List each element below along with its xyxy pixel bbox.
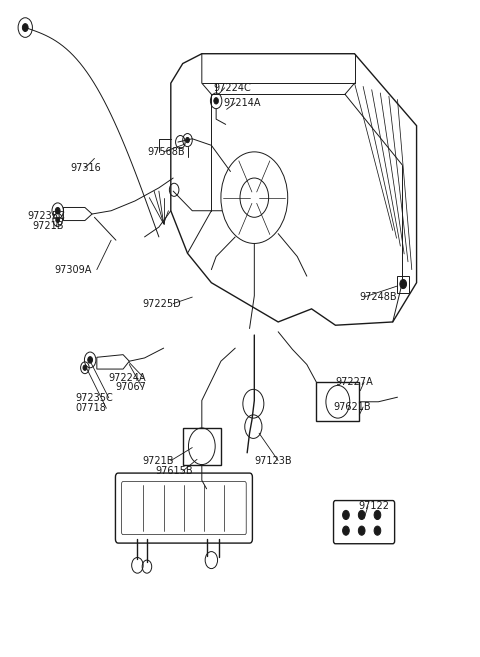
Text: 97316: 97316 (71, 163, 101, 173)
Circle shape (88, 357, 93, 363)
Text: 97227A: 97227A (336, 377, 373, 387)
Circle shape (56, 217, 60, 223)
Text: 97224A: 97224A (109, 373, 146, 382)
Text: 97621B: 97621B (333, 402, 371, 412)
Circle shape (359, 526, 365, 535)
Text: 97122: 97122 (359, 501, 389, 511)
Text: 97235C: 97235C (28, 211, 65, 221)
Circle shape (343, 526, 349, 535)
Circle shape (214, 97, 218, 104)
Text: 97248B: 97248B (360, 292, 397, 302)
Circle shape (359, 510, 365, 520)
Text: 97235C: 97235C (75, 393, 113, 403)
Text: 9721B: 9721B (142, 456, 174, 466)
Text: 97214A: 97214A (223, 98, 261, 108)
Circle shape (400, 279, 407, 288)
Circle shape (186, 137, 190, 143)
Text: 97067: 97067 (115, 382, 146, 392)
Text: 97568B: 97568B (147, 147, 185, 157)
Text: 97225D: 97225D (142, 299, 181, 309)
Text: 9721B: 9721B (33, 221, 64, 231)
Circle shape (374, 526, 381, 535)
Circle shape (343, 510, 349, 520)
Circle shape (23, 24, 28, 32)
Circle shape (374, 510, 381, 520)
Text: 97123B: 97123B (254, 456, 292, 466)
Text: 97224C: 97224C (214, 83, 252, 93)
Text: 97615B: 97615B (155, 466, 192, 476)
Text: 97309A: 97309A (54, 265, 91, 275)
Circle shape (83, 365, 87, 371)
Circle shape (55, 208, 60, 214)
Text: 07718: 07718 (75, 403, 106, 413)
